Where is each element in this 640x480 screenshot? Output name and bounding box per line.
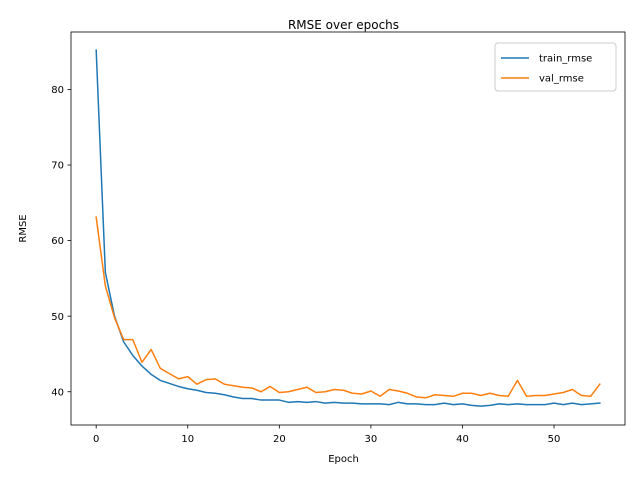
y-tick-label: 40	[51, 387, 64, 398]
y-axis-title: RMSE	[18, 214, 29, 242]
plot-frame	[70, 31, 626, 426]
y-tick-label: 70	[51, 161, 64, 172]
x-tick-label: 10	[181, 434, 194, 445]
series-line-val_rmse	[95, 216, 601, 399]
plot-area: 0 10 20 30 40 50 40 50 60 70 80	[51, 31, 626, 445]
x-axis-title: Epoch	[328, 454, 359, 465]
x-tick-label: 50	[548, 434, 561, 445]
x-axis-ticks: 0 10 20 30 40 50	[93, 425, 560, 445]
legend-label-val_rmse: val_rmse	[539, 74, 584, 85]
x-tick-label: 30	[365, 434, 378, 445]
y-tick-label: 80	[51, 85, 64, 96]
x-tick-label: 20	[273, 434, 286, 445]
series-line-train_rmse	[95, 49, 601, 407]
series-layer	[95, 49, 601, 407]
legend-label-train_rmse: train_rmse	[539, 54, 592, 65]
x-tick-label: 0	[93, 434, 99, 445]
y-tick-label: 50	[51, 312, 64, 323]
x-tick-label: 40	[456, 434, 469, 445]
chart-title: RMSE over epochs	[288, 18, 399, 32]
y-axis-ticks: 40 50 60 70 80	[51, 85, 71, 398]
legend: train_rmse val_rmse	[494, 42, 617, 92]
legend-box	[494, 42, 617, 92]
y-tick-label: 60	[51, 236, 64, 247]
